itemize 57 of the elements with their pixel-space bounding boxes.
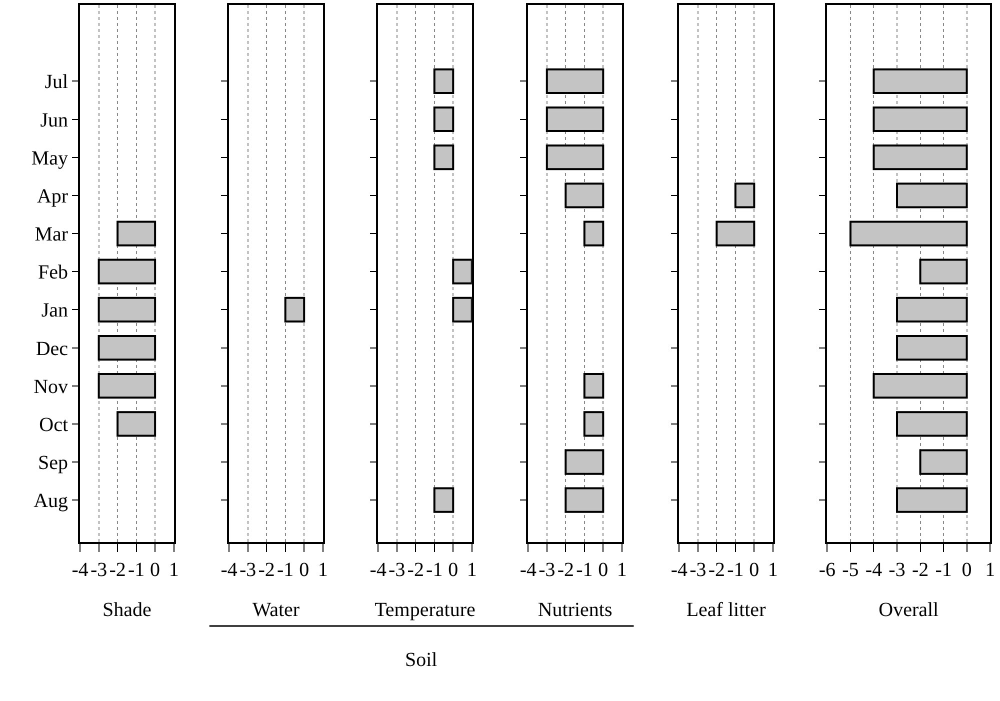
y-tick-label: Aug	[34, 490, 68, 512]
y-tick-label: Nov	[34, 376, 68, 398]
y-tick-label: Feb	[38, 262, 68, 284]
y-tick-label: Jan	[41, 300, 68, 322]
x-tick-label: -4	[370, 559, 386, 581]
x-tick-label: 0	[150, 559, 160, 581]
x-tick-label: 1	[466, 559, 477, 581]
text: Soil	[405, 649, 438, 671]
y-tick-label: Dec	[36, 338, 68, 360]
x-tick-label: 1	[616, 559, 627, 581]
x-tick-label: -1	[426, 559, 443, 581]
x-tick-label: -5	[842, 559, 859, 581]
y-tick-label: Jun	[40, 109, 68, 132]
x-tick-label: -1	[128, 559, 145, 581]
x-tick-label: -4	[865, 559, 882, 581]
x-tick-label: 0	[299, 559, 310, 581]
x-axis-title: Leaf litter	[686, 599, 766, 621]
x-tick-label: 0	[962, 559, 972, 581]
x-tick-label: 1	[985, 559, 996, 581]
y-tick-label: Apr	[36, 185, 68, 208]
x-tick-label: 0	[598, 559, 608, 581]
x-tick-label: -2	[407, 559, 424, 581]
x-tick-label: -3	[538, 559, 556, 581]
x-tick-label: -1	[727, 559, 744, 581]
y-tick-label: Sep	[38, 452, 68, 474]
y-tick-label: Jul	[44, 71, 68, 94]
x-tick-label: -3	[888, 559, 906, 581]
y-tick-label: May	[31, 147, 68, 170]
x-tick-label: -2	[557, 559, 574, 581]
x-tick-label: -3	[240, 559, 256, 581]
x-axis-title: Nutrients	[538, 599, 612, 621]
x-tick-label: 1	[318, 559, 328, 581]
x-tick-label: -4	[520, 559, 536, 581]
x-tick-label: -4	[72, 559, 88, 581]
x-tick-label: -3	[388, 559, 406, 581]
x-tick-label: -1	[576, 559, 593, 581]
x-tick-label: -3	[690, 559, 706, 581]
x-axis-title: Shade	[102, 599, 152, 621]
x-axis-title: Overall	[878, 599, 940, 621]
x-tick-label: -1	[277, 559, 294, 581]
x-tick-label: -4	[670, 559, 688, 581]
x-tick-label: -4	[220, 559, 238, 581]
y-tick-label: Mar	[34, 224, 68, 246]
x-tick-label: 0	[448, 559, 458, 581]
x-tick-label: -3	[90, 559, 108, 581]
x-tick-label: -2	[109, 559, 126, 581]
x-axis-title: Water	[252, 599, 300, 621]
x-tick-label: -2	[258, 559, 275, 581]
x-axis-title: Temperature	[374, 599, 476, 621]
x-tick-label: -1	[935, 559, 952, 581]
y-tick-label: Oct	[39, 414, 68, 436]
x-tick-label: -6	[818, 559, 836, 581]
x-tick-label: 0	[749, 559, 760, 581]
x-tick-label: 1	[768, 559, 778, 581]
x-tick-label: -2	[708, 559, 726, 581]
x-tick-label: -2	[912, 559, 929, 581]
x-tick-label: 1	[168, 559, 179, 581]
